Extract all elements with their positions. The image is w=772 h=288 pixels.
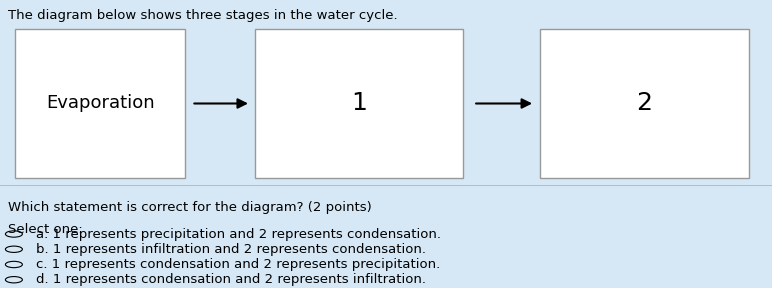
FancyBboxPatch shape [540,29,749,178]
Text: Evaporation: Evaporation [46,94,154,113]
Text: a. 1 represents precipitation and 2 represents condensation.: a. 1 represents precipitation and 2 repr… [36,228,442,240]
Text: The diagram below shows three stages in the water cycle.: The diagram below shows three stages in … [8,9,398,22]
Text: b. 1 represents infiltration and 2 represents condensation.: b. 1 represents infiltration and 2 repre… [36,243,426,256]
Text: c. 1 represents condensation and 2 represents precipitation.: c. 1 represents condensation and 2 repre… [36,258,441,271]
Text: Which statement is correct for the diagram? (2 points): Which statement is correct for the diagr… [8,201,371,214]
Text: 1: 1 [351,92,367,115]
Text: 2: 2 [637,92,652,115]
Text: d. 1 represents condensation and 2 represents infiltration.: d. 1 represents condensation and 2 repre… [36,273,426,286]
Text: Select one:: Select one: [8,223,83,236]
FancyBboxPatch shape [255,29,463,178]
FancyBboxPatch shape [15,29,185,178]
